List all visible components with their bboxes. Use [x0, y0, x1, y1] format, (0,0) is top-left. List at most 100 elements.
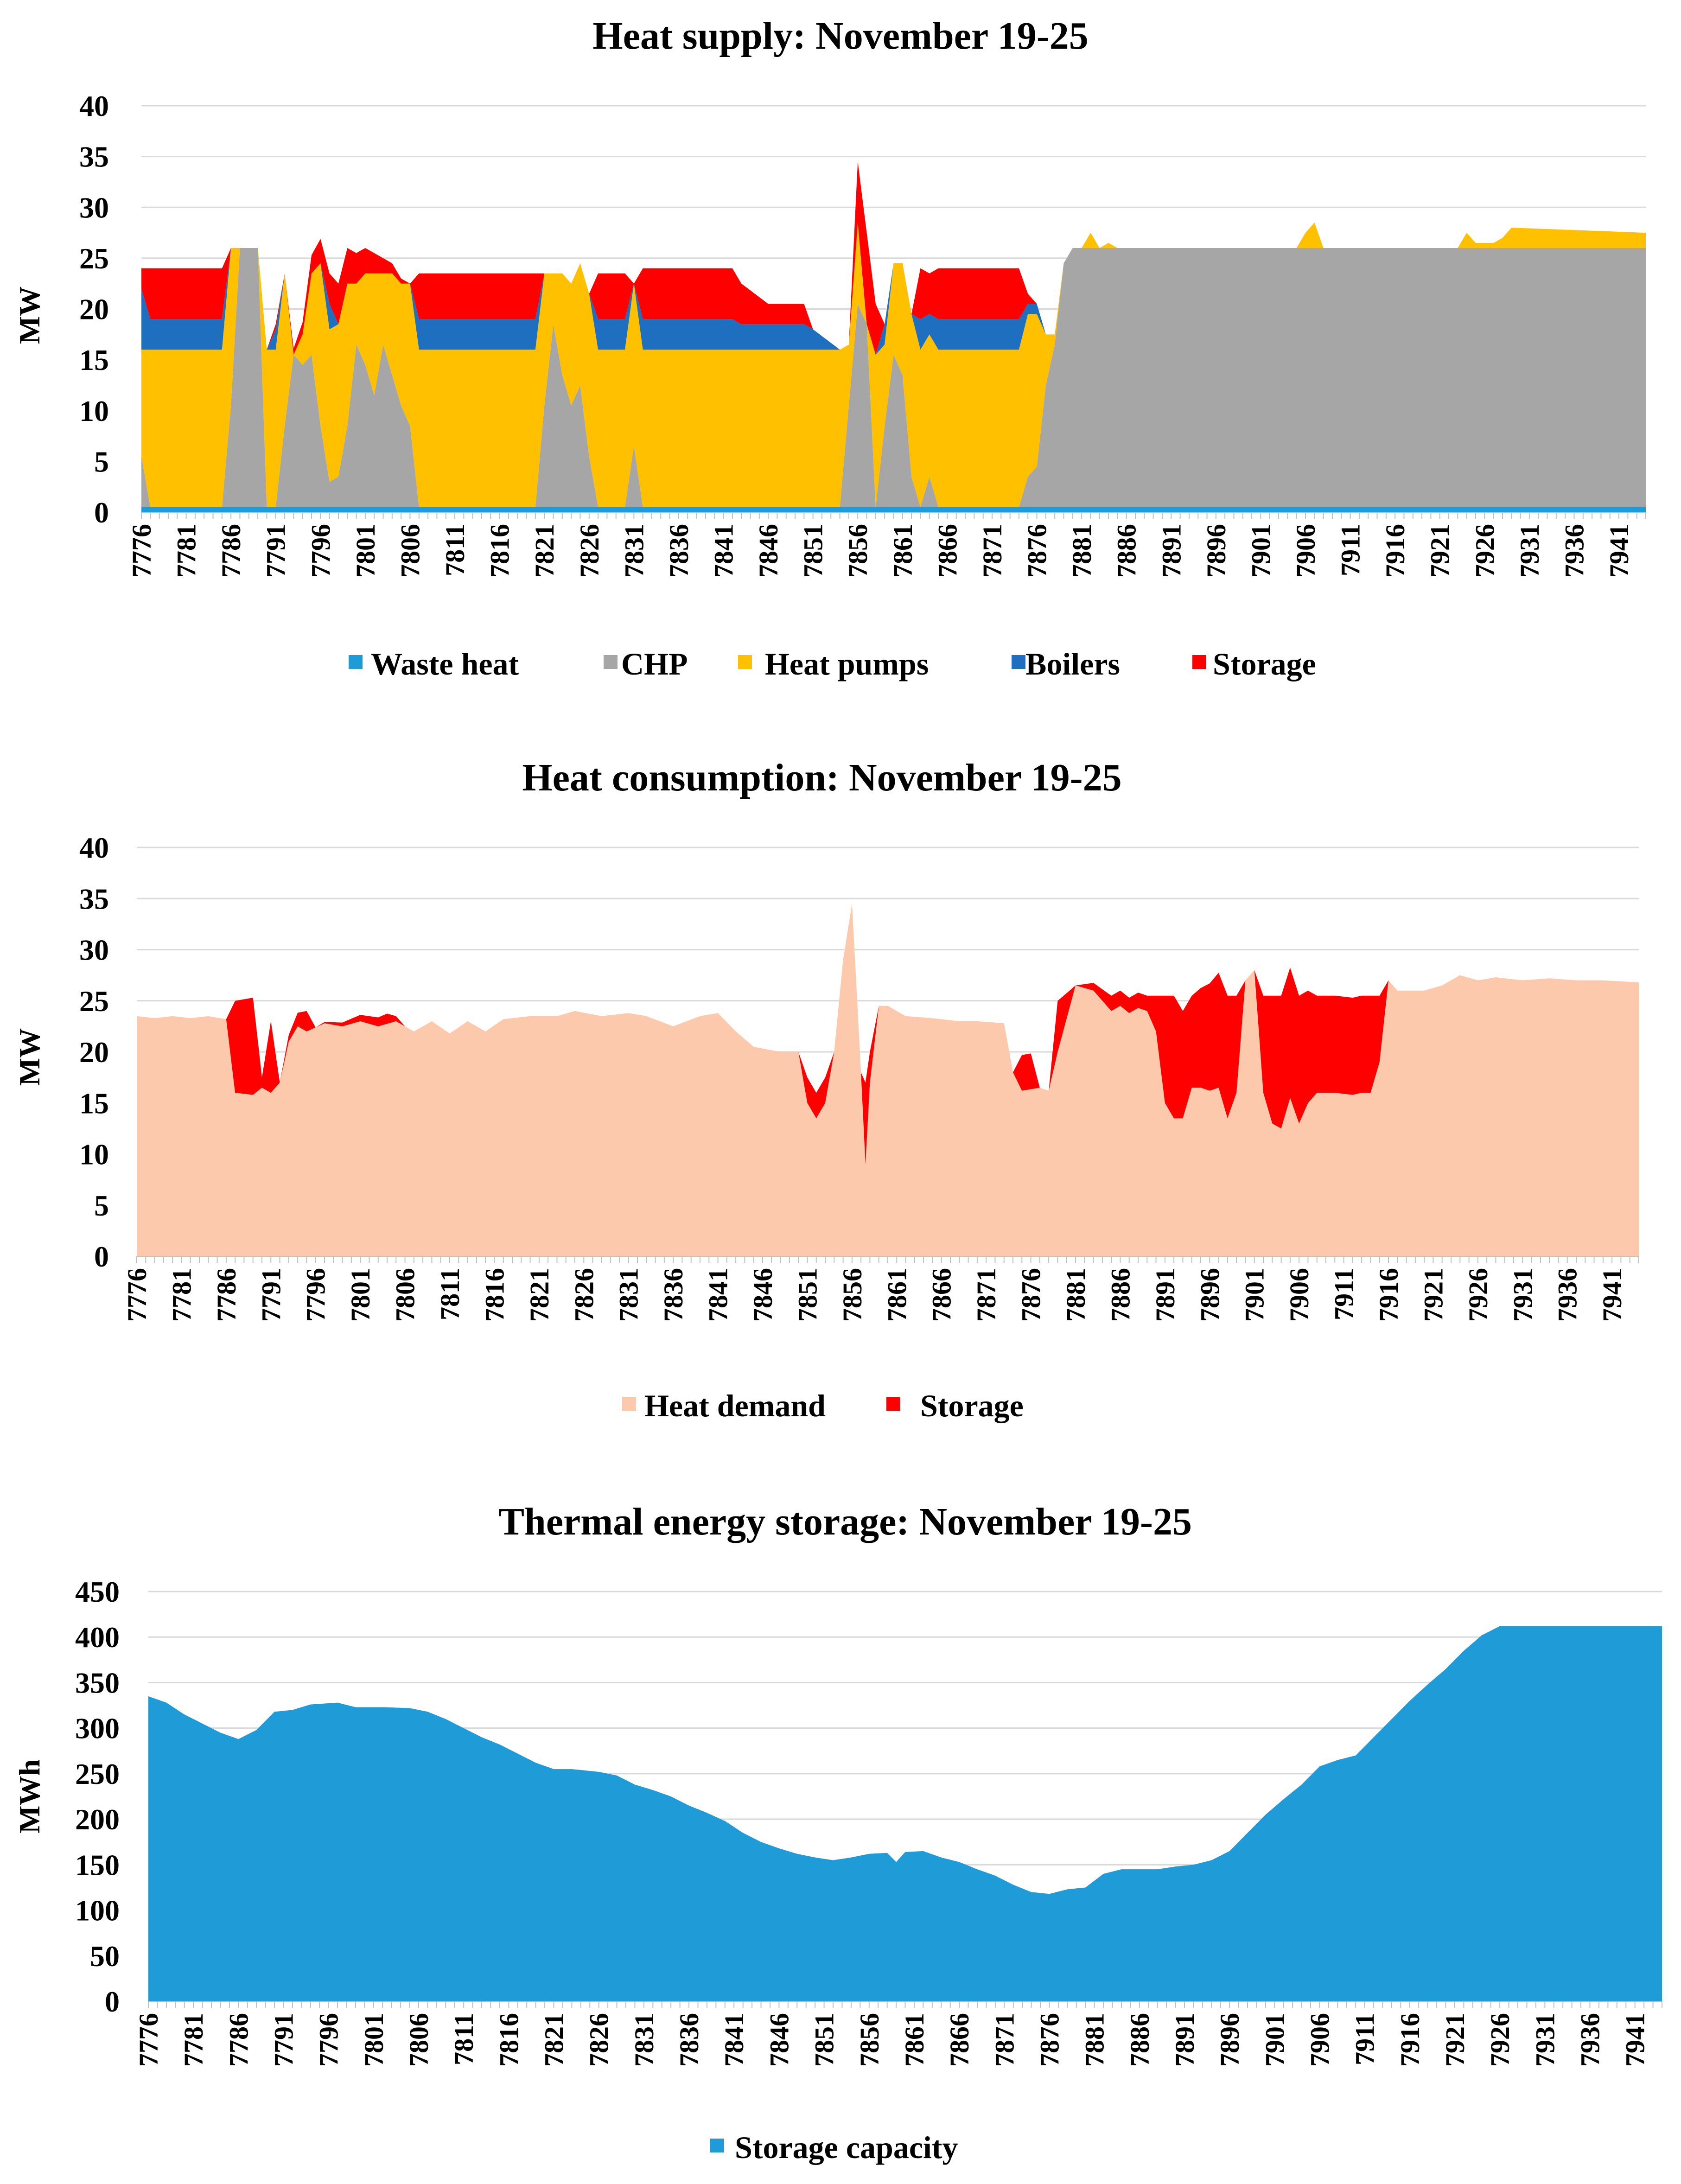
- x-tick-label: 7926: [1470, 524, 1500, 578]
- x-tick-label: 7941: [1604, 524, 1634, 578]
- x-tick-label: 7881: [1080, 2013, 1110, 2067]
- x-tick-label: 7876: [1016, 1268, 1046, 1322]
- x-tick-label: 7786: [216, 524, 246, 578]
- area-storage: [137, 904, 1639, 1165]
- y-tick-label: 250: [75, 1757, 120, 1790]
- x-tick-label: 7926: [1485, 2013, 1515, 2067]
- x-tick-label: 7901: [1240, 1268, 1270, 1322]
- legend-swatch-storage: [1192, 655, 1206, 669]
- x-tick-label: 7786: [211, 1268, 242, 1322]
- x-tick-label: 7781: [166, 1268, 197, 1322]
- x-tick-label: 7906: [1305, 2013, 1335, 2067]
- x-tick-label: 7941: [1620, 2013, 1650, 2067]
- x-tick-label: 7941: [1597, 1268, 1627, 1322]
- y-tick-label: 50: [90, 1940, 120, 1973]
- legend-label-heat-pumps: Heat pumps: [765, 646, 929, 681]
- x-tick-labels: 7776 7781 7786 7791 7796 7801 7806 7811 7816 7821…: [122, 1268, 1627, 1322]
- x-tick-label: 7826: [584, 2013, 614, 2067]
- y-tick-label: 40: [79, 89, 109, 122]
- plot-area: [141, 161, 1646, 512]
- chart-title: Heat consumption: November 19-25: [522, 756, 1121, 799]
- x-tick-label: 7811: [435, 1268, 465, 1320]
- legend-swatch-heat-demand: [622, 1397, 636, 1411]
- legend-label-storage: Storage: [1213, 646, 1316, 681]
- y-tick-label: 5: [94, 445, 109, 478]
- y-tick-label: 0: [94, 1240, 109, 1273]
- x-tick-label: 7851: [809, 2013, 840, 2067]
- y-tick-label: 0: [105, 1985, 120, 2018]
- y-tick-label: 400: [75, 1621, 120, 1654]
- x-tick-labels: 7776 7781 7786 7791 7796 7801 7806 7811 7816 7821…: [127, 524, 1634, 578]
- plot-area: [148, 1626, 1662, 2001]
- x-tick-label: 7931: [1508, 1268, 1538, 1322]
- chart-heat-supply: Heat supply: November 19-25 MW 0 5 10 15 20 2…: [13, 14, 1646, 681]
- x-tick-label: 7821: [524, 1268, 554, 1322]
- x-tick-label: 7926: [1463, 1268, 1493, 1322]
- y-tick-label: 30: [79, 934, 109, 967]
- y-axis-label: MW: [13, 1028, 46, 1086]
- x-tick-label: 7801: [350, 524, 381, 578]
- x-tick-label: 7791: [256, 1268, 286, 1322]
- x-tick-label: 7791: [261, 524, 291, 578]
- y-axis-label: MWh: [13, 1759, 46, 1834]
- chart-thermal-energy-storage: Thermal energy storage: November 19-25 M…: [13, 1500, 1662, 2165]
- x-tick-label: 7776: [122, 1268, 152, 1322]
- legend-swatch-boilers: [1012, 655, 1025, 669]
- x-tick-label: 7891: [1150, 1268, 1180, 1322]
- x-tick-label: 7936: [1559, 524, 1589, 578]
- x-tick-label: 7886: [1112, 524, 1142, 578]
- x-tick-label: 7866: [932, 524, 962, 578]
- x-tick-label: 7871: [989, 2013, 1019, 2067]
- area-waste-heat: [141, 507, 1646, 512]
- x-tick-label: 7846: [748, 1268, 778, 1322]
- x-tick-label: 7791: [269, 2013, 299, 2067]
- x-tick-label: 7856: [837, 1268, 867, 1322]
- y-tick-label: 15: [79, 1087, 109, 1120]
- x-tick-label: 7861: [899, 2013, 930, 2067]
- x-tick-label: 7776: [127, 524, 157, 578]
- y-tick-labels: 0 50 100 150 200 250 300 350 400 450: [75, 1575, 120, 2018]
- y-tick-label: 35: [79, 140, 109, 173]
- x-tick-label: 7881: [1061, 1268, 1091, 1322]
- x-tick-label: 7896: [1201, 524, 1231, 578]
- x-tick-label: 7921: [1440, 2013, 1470, 2067]
- x-tick-label: 7866: [927, 1268, 957, 1322]
- legend-label-storage-capacity: Storage capacity: [735, 2130, 958, 2165]
- x-tick-label: 7816: [479, 1268, 509, 1322]
- x-tick-label: 7821: [529, 524, 560, 578]
- x-tick-label: 7916: [1374, 1268, 1404, 1322]
- y-tick-label: 30: [79, 191, 109, 224]
- x-tick-label: 7876: [1022, 524, 1052, 578]
- chart-title: Heat supply: November 19-25: [592, 14, 1088, 57]
- x-tick-label: 7906: [1291, 524, 1321, 578]
- y-tick-label: 15: [79, 344, 109, 376]
- x-tick-label: 7816: [494, 2013, 524, 2067]
- legend-label-chp: CHP: [621, 646, 688, 681]
- x-tick-label: 7936: [1553, 1268, 1583, 1322]
- x-tick-label: 7851: [792, 1268, 822, 1322]
- x-tick-label: 7896: [1195, 1268, 1225, 1322]
- x-tick-label: 7846: [764, 2013, 794, 2067]
- x-tick-label: 7841: [703, 1268, 733, 1322]
- x-tick-label: 7901: [1246, 524, 1276, 578]
- legend-label-boilers: Boilers: [1025, 646, 1120, 681]
- legend: Heat demand Storage: [622, 1388, 1024, 1423]
- x-tick-label: 7876: [1034, 2013, 1064, 2067]
- legend-swatch-storage: [886, 1397, 900, 1411]
- area-heat-demand: [137, 904, 1639, 1256]
- x-tick-label: 7921: [1425, 524, 1455, 578]
- legend-swatch-storage-capacity: [710, 2139, 724, 2152]
- x-tick-label: 7886: [1125, 2013, 1155, 2067]
- y-tick-label: 100: [75, 1894, 120, 1927]
- y-tick-labels: 0 5 10 15 20 25 30 35 40: [79, 831, 109, 1273]
- chart-heat-consumption: Heat consumption: November 19-25 MW 0 5 10…: [13, 756, 1639, 1423]
- y-axis-label: MW: [13, 287, 46, 344]
- y-tick-label: 5: [94, 1189, 109, 1222]
- x-tick-label: 7861: [888, 524, 918, 578]
- y-tick-label: 350: [75, 1666, 120, 1699]
- legend-label-heat-demand: Heat demand: [644, 1388, 826, 1423]
- x-tick-label: 7836: [664, 524, 694, 578]
- x-tick-label: 7806: [395, 524, 425, 578]
- y-tick-label: 10: [79, 395, 109, 427]
